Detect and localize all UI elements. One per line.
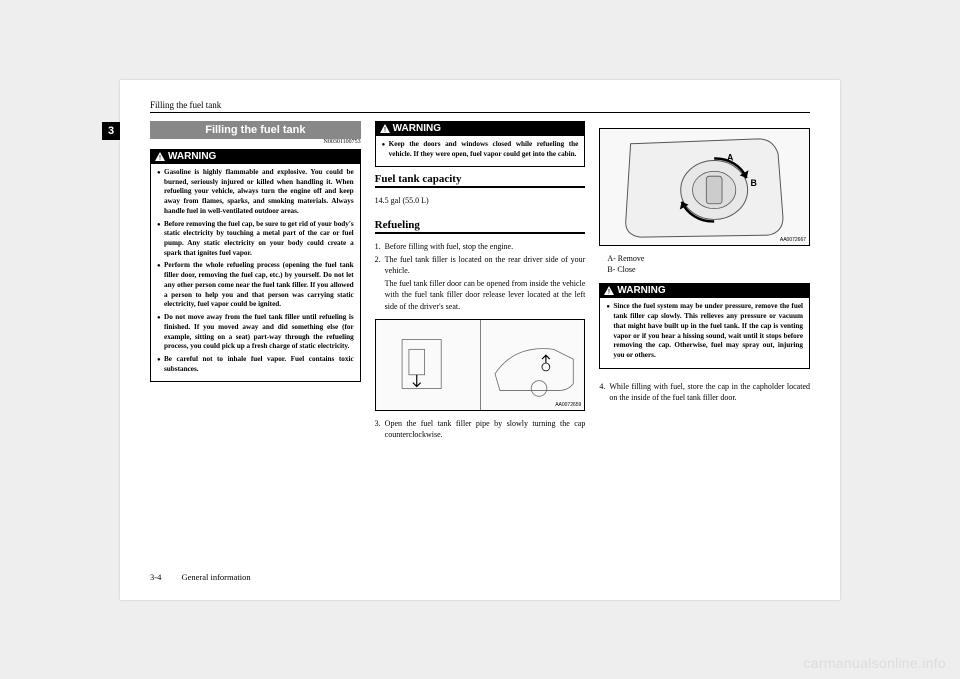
warning-triangle-icon: ! [155, 152, 165, 161]
column-2: ! WARNING Keep the doors and windows clo… [375, 121, 586, 442]
section-title: Filling the fuel tank [150, 121, 361, 139]
warning-body: Keep the doors and windows closed while … [375, 136, 586, 167]
warning-label: WARNING [393, 123, 441, 134]
step-item: 1.Before filling with fuel, stop the eng… [375, 241, 586, 252]
figure-code: AA0072659 [555, 402, 581, 408]
step-item: The fuel tank filler door can be opened … [375, 278, 586, 312]
step-4: 4.While filling with fuel, store the cap… [599, 381, 810, 403]
watermark: carmanualsonline.info [804, 655, 947, 671]
warning-header: ! WARNING [150, 149, 361, 164]
warning-triangle-icon: ! [604, 286, 614, 295]
refuel-steps: 1.Before filling with fuel, stop the eng… [375, 241, 586, 312]
figure-fuel-cap: A B AA0072667 [599, 128, 810, 246]
subsection-title: Refueling [375, 219, 586, 234]
svg-text:!: ! [159, 156, 161, 162]
step-3: 3.Open the fuel tank filler pipe by slow… [375, 418, 586, 440]
step-item: 4.While filling with fuel, store the cap… [599, 381, 810, 403]
svg-text:B: B [751, 178, 757, 188]
subsection-title: Fuel tank capacity [375, 173, 586, 188]
legend-item: A- Remove [607, 253, 810, 264]
fuel-cap-illustration-icon: A B [600, 129, 809, 245]
warning-item: Gasoline is highly flammable and explosi… [157, 168, 354, 217]
warning-item: Be careful not to inhale fuel vapor. Fue… [157, 355, 354, 374]
column-1: Filling the fuel tank N00301100753 ! WAR… [150, 121, 361, 442]
footer-section: General information [181, 572, 250, 582]
page-number: 3-4 [150, 572, 161, 582]
svg-text:!: ! [384, 128, 386, 134]
figure-release-lever: AA0072659 [375, 319, 586, 411]
warning-header: ! WARNING [375, 121, 586, 136]
warning-label: WARNING [168, 151, 216, 162]
figure-code: AA0072667 [780, 237, 806, 243]
chapter-tab: 3 [102, 122, 120, 140]
warning-label: WARNING [617, 285, 665, 296]
warning-body: Gasoline is highly flammable and explosi… [150, 164, 361, 382]
figure-legend: A- Remove B- Close [607, 253, 810, 275]
warning-item: Keep the doors and windows closed while … [382, 140, 579, 159]
warning-item: Since the fuel system may be under press… [606, 302, 803, 360]
warning-triangle-icon: ! [380, 124, 390, 133]
warning-item: Before removing the fuel cap, be sure to… [157, 220, 354, 259]
warning-header: ! WARNING [599, 283, 810, 298]
lever-illustration-icon [376, 320, 585, 410]
page-footer: 3-4 General information [150, 572, 251, 582]
manual-page: 3 Filling the fuel tank Filling the fuel… [120, 80, 840, 600]
capacity-value: 14.5 gal (55.0 L) [375, 195, 586, 206]
section-code: N00301100753 [150, 139, 361, 145]
svg-text:!: ! [608, 290, 610, 296]
legend-item: B- Close [607, 264, 810, 275]
column-3: A B AA0072667 A- Remove B- Close ! WARNI… [599, 121, 810, 442]
running-header: Filling the fuel tank [150, 100, 810, 113]
step-item: 2.The fuel tank filler is located on the… [375, 254, 586, 276]
content-columns: Filling the fuel tank N00301100753 ! WAR… [150, 121, 810, 442]
warning-item: Perform the whole refueling process (ope… [157, 261, 354, 310]
svg-text:A: A [727, 152, 734, 162]
warning-item: Do not move away from the fuel tank fill… [157, 313, 354, 352]
warning-body: Since the fuel system may be under press… [599, 298, 810, 368]
step-item: 3.Open the fuel tank filler pipe by slow… [375, 418, 586, 440]
